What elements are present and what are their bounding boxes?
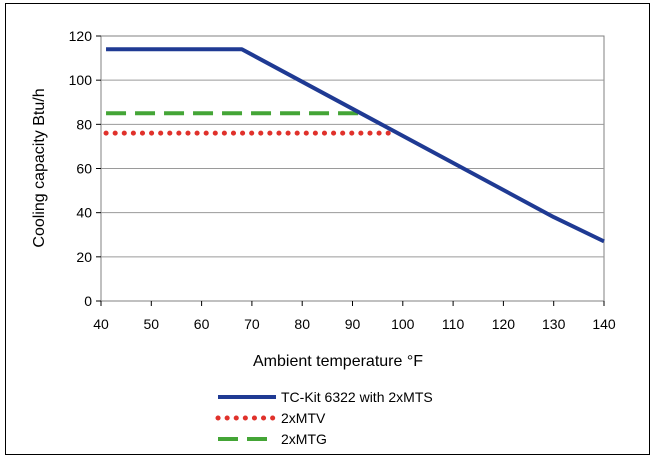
x-tick-label-110: 110 <box>442 316 465 332</box>
series-line-tc-kit-6322-with-2xmts <box>106 47 605 244</box>
x-tick-label-80: 80 <box>294 316 310 332</box>
y-tick-label-120: 120 <box>69 28 93 44</box>
x-axis-label: Ambient temperature °F <box>253 353 423 370</box>
x-tick-label-70: 70 <box>244 316 260 332</box>
legend-label-2xmtg: 2xMTG <box>281 431 327 447</box>
x-axis-ticks: 40 50 60 70 80 90 100 110 120 130 140 <box>93 301 616 332</box>
y-tick-label-0: 0 <box>84 293 92 309</box>
x-tick-label-100: 100 <box>391 316 415 332</box>
x-tick-label-60: 60 <box>194 316 210 332</box>
y-tick-label-100: 100 <box>69 72 93 88</box>
legend-label-2xmtv: 2xMTV <box>281 410 326 426</box>
y-tick-label-60: 60 <box>76 161 92 177</box>
y-tick-label-20: 20 <box>76 249 92 265</box>
x-tick-label-50: 50 <box>144 316 160 332</box>
series-group <box>103 47 605 244</box>
grid-lines <box>101 79 604 258</box>
x-tick-label-140: 140 <box>592 316 616 332</box>
x-tick-label-130: 130 <box>542 316 566 332</box>
x-tick-label-90: 90 <box>345 316 361 332</box>
legend-label-tc-kit: TC-Kit 6322 with 2xMTS <box>281 389 433 405</box>
x-tick-label-120: 120 <box>492 316 516 332</box>
y-tick-label-40: 40 <box>76 205 92 221</box>
legend: TC-Kit 6322 with 2xMTS 2xMTV 2xMTG <box>215 389 433 447</box>
y-axis-ticks: 0 20 40 60 80 100 120 <box>69 28 101 309</box>
x-tick-label-40: 40 <box>93 316 109 332</box>
y-tick-label-80: 80 <box>76 116 92 132</box>
y-axis-label: Cooling capacity Btu/h <box>31 88 48 247</box>
